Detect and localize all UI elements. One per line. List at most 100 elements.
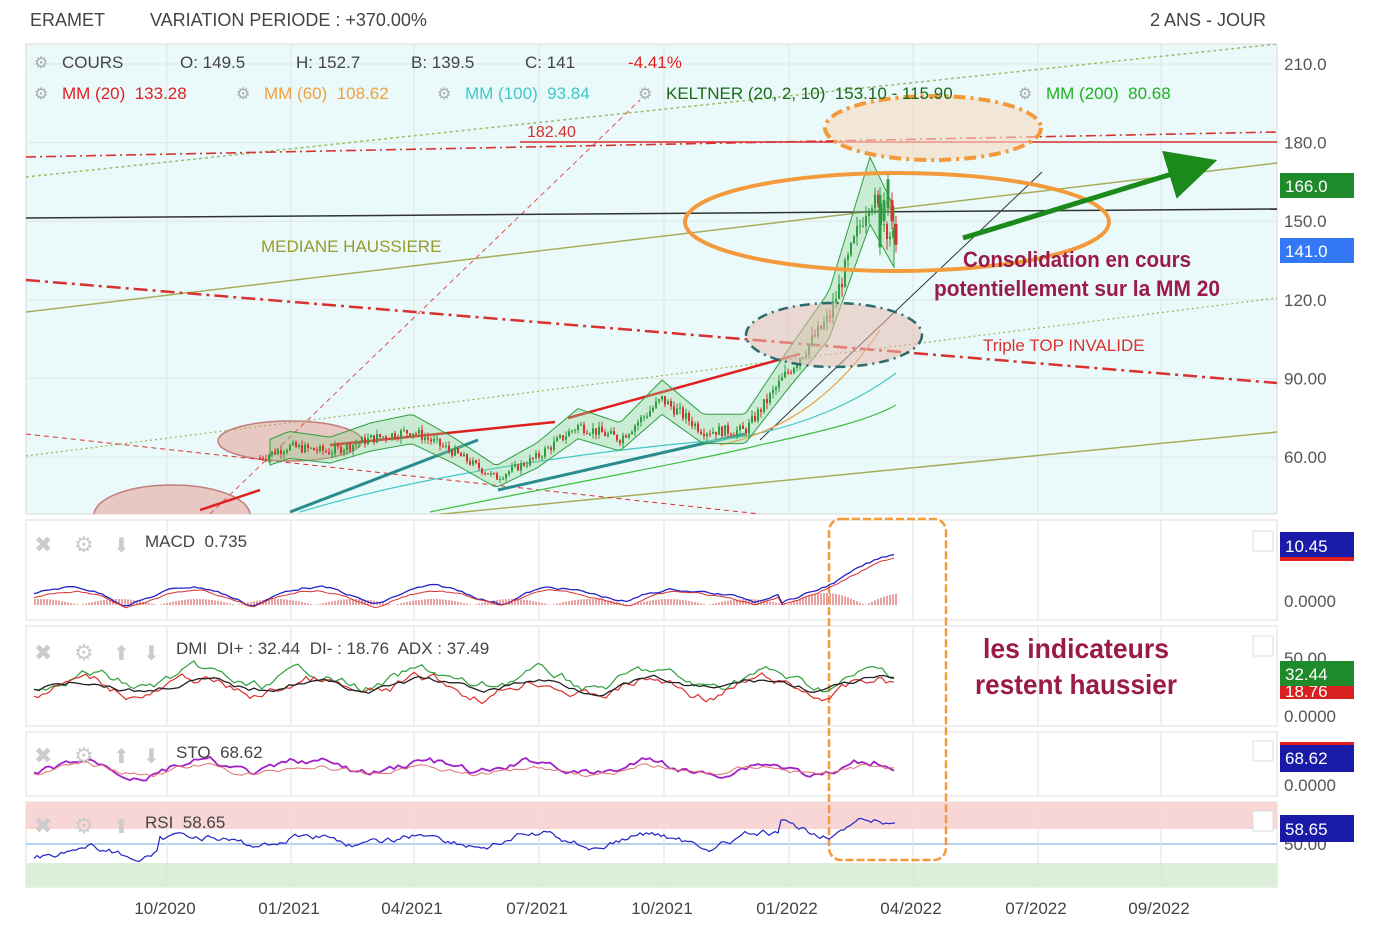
candle-body <box>859 225 861 227</box>
cours-gear-icon[interactable]: ⚙ <box>34 55 48 72</box>
candle-body <box>580 424 582 426</box>
y-tick-label: 90.00 <box>1284 369 1327 388</box>
macd-gear-icon[interactable]: ⚙ <box>74 532 94 557</box>
macd-checkbox[interactable] <box>1252 530 1274 552</box>
macd-hist-bar <box>661 599 663 605</box>
macd-hist-bar <box>172 601 174 605</box>
candle-body <box>865 215 867 226</box>
candle-body <box>391 433 393 440</box>
macd-hist-bar <box>187 599 189 605</box>
dmi-checkbox[interactable] <box>1252 635 1274 657</box>
price-plot-area <box>26 44 1277 514</box>
sto-checkbox[interactable] <box>1252 740 1274 762</box>
candle-body <box>637 422 639 426</box>
candle-body <box>592 428 594 434</box>
dmi-gear-icon[interactable]: ⚙ <box>74 640 94 665</box>
candle-body <box>640 416 642 423</box>
candle-body <box>517 464 519 471</box>
candle-body <box>643 416 645 418</box>
candle-body <box>361 437 363 443</box>
candle-body <box>535 453 537 459</box>
keltner-gear-icon[interactable]: ⚙ <box>638 86 652 103</box>
high-badge <box>1280 173 1354 198</box>
rsi-badge <box>1280 815 1354 842</box>
candle-body <box>427 437 429 440</box>
macd-hist-bar <box>505 599 507 605</box>
macd-hist-bar <box>298 601 300 605</box>
candle-body <box>334 445 336 454</box>
macd-hist-bar <box>478 603 480 605</box>
candle-body <box>553 441 555 450</box>
macd-hist-bar <box>271 599 273 605</box>
sto-gear-icon[interactable]: ⚙ <box>74 743 94 768</box>
candle-body <box>514 464 516 467</box>
candle-body <box>505 474 507 479</box>
macd-hist-bar <box>64 601 66 605</box>
candle-body <box>280 450 282 455</box>
macd-hist-bar <box>94 601 96 605</box>
macd-hist-bar <box>844 596 846 605</box>
sto-down-icon[interactable]: ⬇ <box>143 746 160 768</box>
sto-up-icon[interactable]: ⬆ <box>113 746 130 768</box>
macd-hist-bar <box>352 599 354 605</box>
macd-hist-bar <box>694 602 696 605</box>
dmi-up-icon[interactable]: ⬆ <box>113 643 130 665</box>
candle-body <box>751 415 753 423</box>
time-axis: 10/2020 01/2021 04/2021 07/2021 10/2021 01/20… <box>134 899 1189 918</box>
macd-hist-bar <box>829 593 831 605</box>
indicators-label-2: restent haussier <box>975 669 1177 700</box>
macd-badge-underline <box>1280 557 1354 561</box>
candle-body <box>760 409 762 412</box>
macd-hist-bar <box>67 602 69 605</box>
macd-close-icon[interactable]: ✖ <box>34 532 52 557</box>
macd-hist-bar <box>811 594 813 605</box>
macd-hist-bar <box>802 597 804 605</box>
macd-hist-bar <box>538 602 540 605</box>
macd-hist-bar <box>838 594 840 605</box>
mm20-gear-icon[interactable]: ⚙ <box>34 86 48 103</box>
macd-hist-bar <box>427 599 429 605</box>
macd-hist-bar <box>856 601 858 605</box>
rsi-checkbox[interactable] <box>1252 810 1274 832</box>
candle-body <box>388 438 390 440</box>
candle-body <box>604 432 606 437</box>
macd-hist-bar <box>85 603 87 605</box>
macd-hist-bar <box>382 602 384 605</box>
macd-hist-bar <box>598 599 600 605</box>
rsi-close-icon[interactable]: ✖ <box>34 813 52 838</box>
candle-body <box>346 443 348 451</box>
macd-hist-bar <box>499 599 501 605</box>
candle-body <box>469 461 471 465</box>
rsi-up-icon[interactable]: ⬆ <box>113 816 130 838</box>
dmi-down-icon[interactable]: ⬇ <box>143 643 160 665</box>
dmi-close-icon[interactable]: ✖ <box>34 640 52 665</box>
macd-hist-bar <box>319 603 321 605</box>
macd-hist-bar <box>772 601 774 605</box>
candle-body <box>358 442 360 444</box>
macd-down-icon[interactable]: ⬇ <box>113 535 130 557</box>
bullish-arrow <box>962 150 1218 241</box>
rsi-gear-icon[interactable]: ⚙ <box>74 813 94 838</box>
candle-body <box>886 179 890 209</box>
macd-hist-bar <box>412 600 414 605</box>
mm60-gear-icon[interactable]: ⚙ <box>236 86 250 103</box>
candle-body <box>622 435 624 444</box>
mm100-gear-icon[interactable]: ⚙ <box>437 86 451 103</box>
macd-hist-bar <box>553 604 555 605</box>
candle-body <box>541 456 543 458</box>
candle-body <box>691 421 693 427</box>
mm200-gear-icon[interactable]: ⚙ <box>1018 86 1032 103</box>
macd-panel <box>25 519 1278 621</box>
candle-body <box>670 401 672 407</box>
candle-body <box>763 399 765 412</box>
macd-hist-bar <box>247 602 249 605</box>
candles <box>259 171 898 484</box>
candle-body <box>661 396 663 400</box>
sto-close-icon[interactable]: ✖ <box>34 743 52 768</box>
macd-hist-bar <box>880 597 882 605</box>
candle-body <box>868 210 870 216</box>
resistance-label: 182.40 <box>527 124 576 141</box>
macd-hist-bar <box>736 599 738 605</box>
x-tick-label: 04/2022 <box>880 899 941 918</box>
